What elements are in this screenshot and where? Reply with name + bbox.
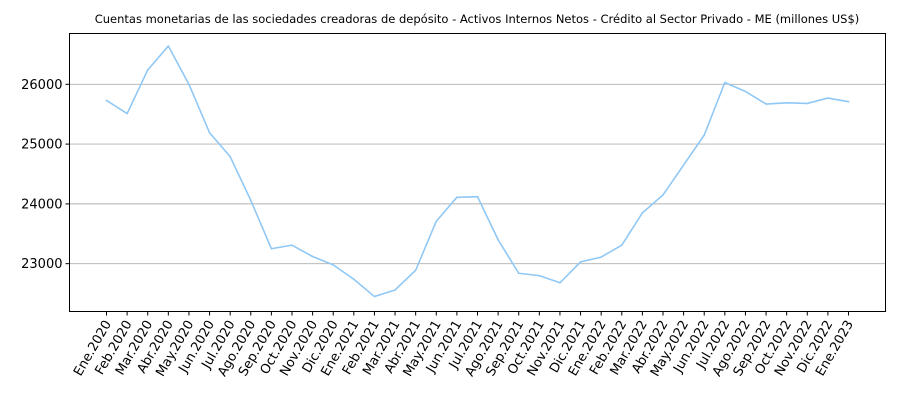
data-point [456,196,458,199]
data-point [126,112,128,115]
data-point [167,45,170,47]
data-point [146,69,149,71]
chart-title: Cuentas monetarias de las sociedades cre… [95,12,860,26]
x-axis: Ene.2020Feb.2020Mar.2020Abr.2020May.2020… [71,311,857,379]
data-point [249,199,252,202]
plot-frame [69,33,886,312]
series-layer [105,45,850,298]
data-point [662,194,664,196]
data-point [497,238,499,241]
grid-lines [69,83,886,265]
data-point [744,90,747,93]
y-tick-label: 24000 [21,197,62,212]
data-point [538,274,541,277]
data-point [765,103,767,105]
data-point [353,278,355,281]
data-point [600,256,602,258]
data-point [806,102,809,105]
data-point [208,131,211,134]
data-point [270,247,273,250]
data-point [394,289,396,291]
data-point [414,269,417,272]
series-line [105,45,850,298]
y-axis: 23000 24000 25000 26000 [21,78,70,272]
data-point [435,220,438,223]
data-point [559,282,561,284]
y-tick-label: 23000 [21,257,62,272]
data-point [703,134,706,136]
data-point [827,97,829,99]
data-point [847,100,850,103]
data-point [105,99,108,102]
y-tick-label: 26000 [21,78,62,93]
data-point [517,272,520,275]
data-point [311,255,314,258]
data-point [724,81,726,84]
data-point [291,244,293,246]
data-point [641,212,644,214]
data-point [373,295,376,298]
y-tick-label: 25000 [21,138,62,153]
data-point [682,164,685,166]
data-point [785,102,788,104]
data-point [476,195,479,198]
data-point [332,264,335,266]
data-point [579,261,582,263]
data-point [229,155,231,158]
data-point [620,244,623,246]
data-point [188,83,190,86]
